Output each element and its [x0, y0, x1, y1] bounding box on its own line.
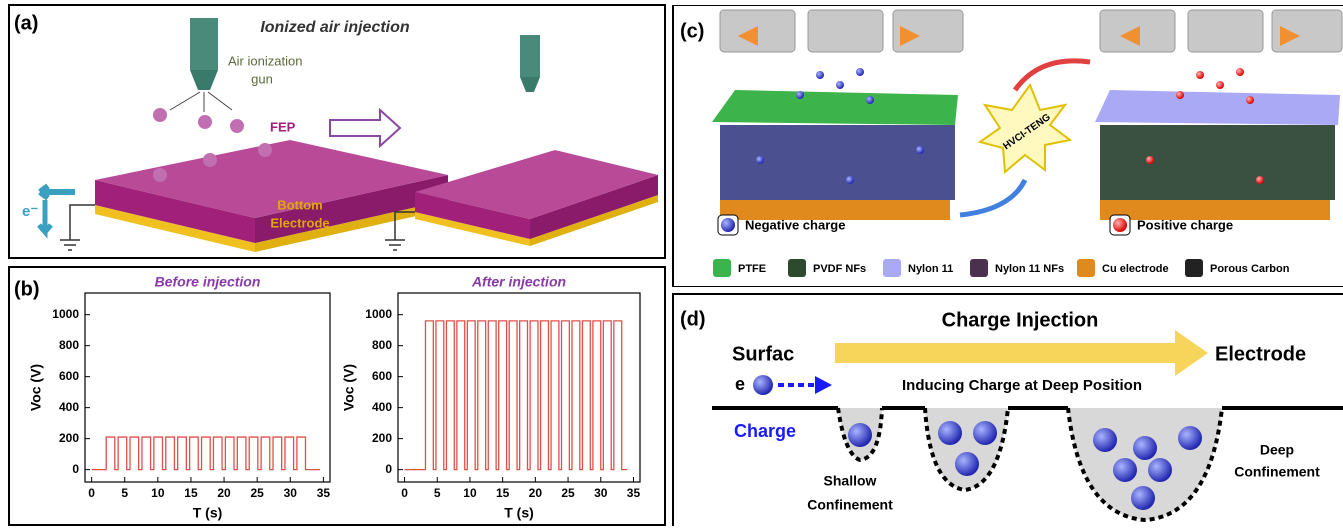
- ptfe-layer: [712, 90, 958, 125]
- legend-label: Negative charge: [745, 217, 845, 232]
- x-tick-label: 35: [317, 486, 331, 500]
- shallow-label: Shallow: [824, 473, 877, 489]
- fep-slab: [95, 140, 448, 218]
- gun-tip: [190, 70, 218, 90]
- legend-label: PVDF NFs: [813, 263, 866, 275]
- legend-swatch: [883, 259, 901, 277]
- x-tick-label: 30: [594, 486, 608, 500]
- arrow: [329, 107, 402, 149]
- panel-label: (d): [680, 308, 706, 330]
- plot-frame: [84, 292, 331, 483]
- x-tick-label: 20: [217, 486, 231, 500]
- x-tick-label: 25: [561, 486, 575, 500]
- chart-title: Before injection: [155, 274, 261, 290]
- x-tick-label: 30: [284, 486, 298, 500]
- electrode-label: Electrode: [1215, 343, 1306, 365]
- electron-label: e: [735, 374, 745, 394]
- y-tick-label: 400: [59, 400, 79, 414]
- panel-label: (a): [14, 12, 38, 34]
- panel-c: (c) HVCI-TENG Negative charge Positive c…: [672, 5, 1343, 287]
- y-tick-label: 1000: [52, 307, 79, 321]
- y-tick-label: 1000: [365, 307, 392, 321]
- x-tick-label: 15: [184, 486, 198, 500]
- y-tick-label: 200: [59, 431, 79, 445]
- surface-label: Surfac: [732, 343, 794, 365]
- y-tick-label: 800: [59, 338, 79, 352]
- y-tick-label: 600: [59, 369, 79, 383]
- y-tick-label: 200: [372, 431, 392, 445]
- panel-label: (c): [680, 20, 704, 42]
- panel-a: (a) Ionized air injection Air ionization…: [8, 4, 666, 259]
- legend-label: Porous Carbon: [1210, 263, 1290, 275]
- injection-arrow: [835, 330, 1208, 376]
- y-axis-label: Voc (V): [341, 364, 357, 411]
- voltage-line: [91, 436, 321, 471]
- material-legend: PTFE PVDF NFs Nylon 11 Nylon 11 NFs Cu elect…: [713, 259, 1290, 277]
- inducing-label: Inducing Charge at Deep Position: [902, 377, 1142, 394]
- x-axis-label: T (s): [504, 505, 534, 521]
- deep-label: Deep: [1260, 442, 1294, 458]
- legend-label: Cu electrode: [1102, 263, 1169, 275]
- x-axis-label: T (s): [193, 505, 223, 521]
- x-tick-label: 25: [250, 486, 264, 500]
- x-tick-label: 20: [529, 486, 543, 500]
- y-tick-label: 400: [372, 400, 392, 414]
- legend-swatch: [1077, 259, 1095, 277]
- electrode-label: Bottom: [277, 197, 323, 212]
- plot-frame: [397, 292, 641, 483]
- shallow-label: Confinement: [807, 497, 893, 513]
- x-tick-label: 5: [121, 486, 128, 500]
- legend-label: PTFE: [738, 263, 766, 275]
- x-tick-label: 10: [151, 486, 165, 500]
- panel-title: Ionized air injection: [260, 19, 410, 36]
- legend-swatch: [788, 259, 806, 277]
- gun-label: Air ionization: [228, 53, 302, 68]
- deep-label: Confinement: [1234, 464, 1320, 480]
- panel-d: (d) Charge Injection Surfac Electrode e …: [672, 293, 1343, 530]
- x-tick-label: 5: [434, 486, 441, 500]
- x-tick-label: 15: [496, 486, 510, 500]
- y-tick-label: 0: [72, 462, 79, 476]
- y-axis-label: Voc (V): [28, 364, 44, 411]
- electrode-label: Electrode: [270, 215, 329, 230]
- x-tick-label: 0: [401, 486, 408, 500]
- charge-label: Charge: [734, 421, 796, 441]
- panel-title: Charge Injection: [942, 309, 1099, 331]
- legend-label: Nylon 11: [908, 263, 953, 275]
- legend-swatch: [713, 259, 731, 277]
- y-tick-label: 800: [372, 338, 392, 352]
- legend-label: Nylon 11 NFs: [995, 263, 1064, 275]
- y-tick-label: 600: [372, 369, 392, 383]
- gun: [190, 18, 218, 70]
- y-tick-label: 0: [385, 462, 392, 476]
- legend-swatch: [970, 259, 988, 277]
- legend-label: Positive charge: [1137, 217, 1233, 232]
- gun-label: gun: [251, 71, 273, 86]
- x-tick-label: 0: [88, 486, 95, 500]
- x-tick-label: 10: [463, 486, 477, 500]
- voltage-line: [404, 320, 627, 471]
- panel-label: (b): [14, 278, 40, 300]
- legend-swatch: [1185, 259, 1203, 277]
- electron-label: e⁻: [22, 203, 38, 220]
- fep-label: FEP: [270, 119, 296, 134]
- chart-title: After injection: [471, 274, 566, 290]
- x-tick-label: 35: [627, 486, 641, 500]
